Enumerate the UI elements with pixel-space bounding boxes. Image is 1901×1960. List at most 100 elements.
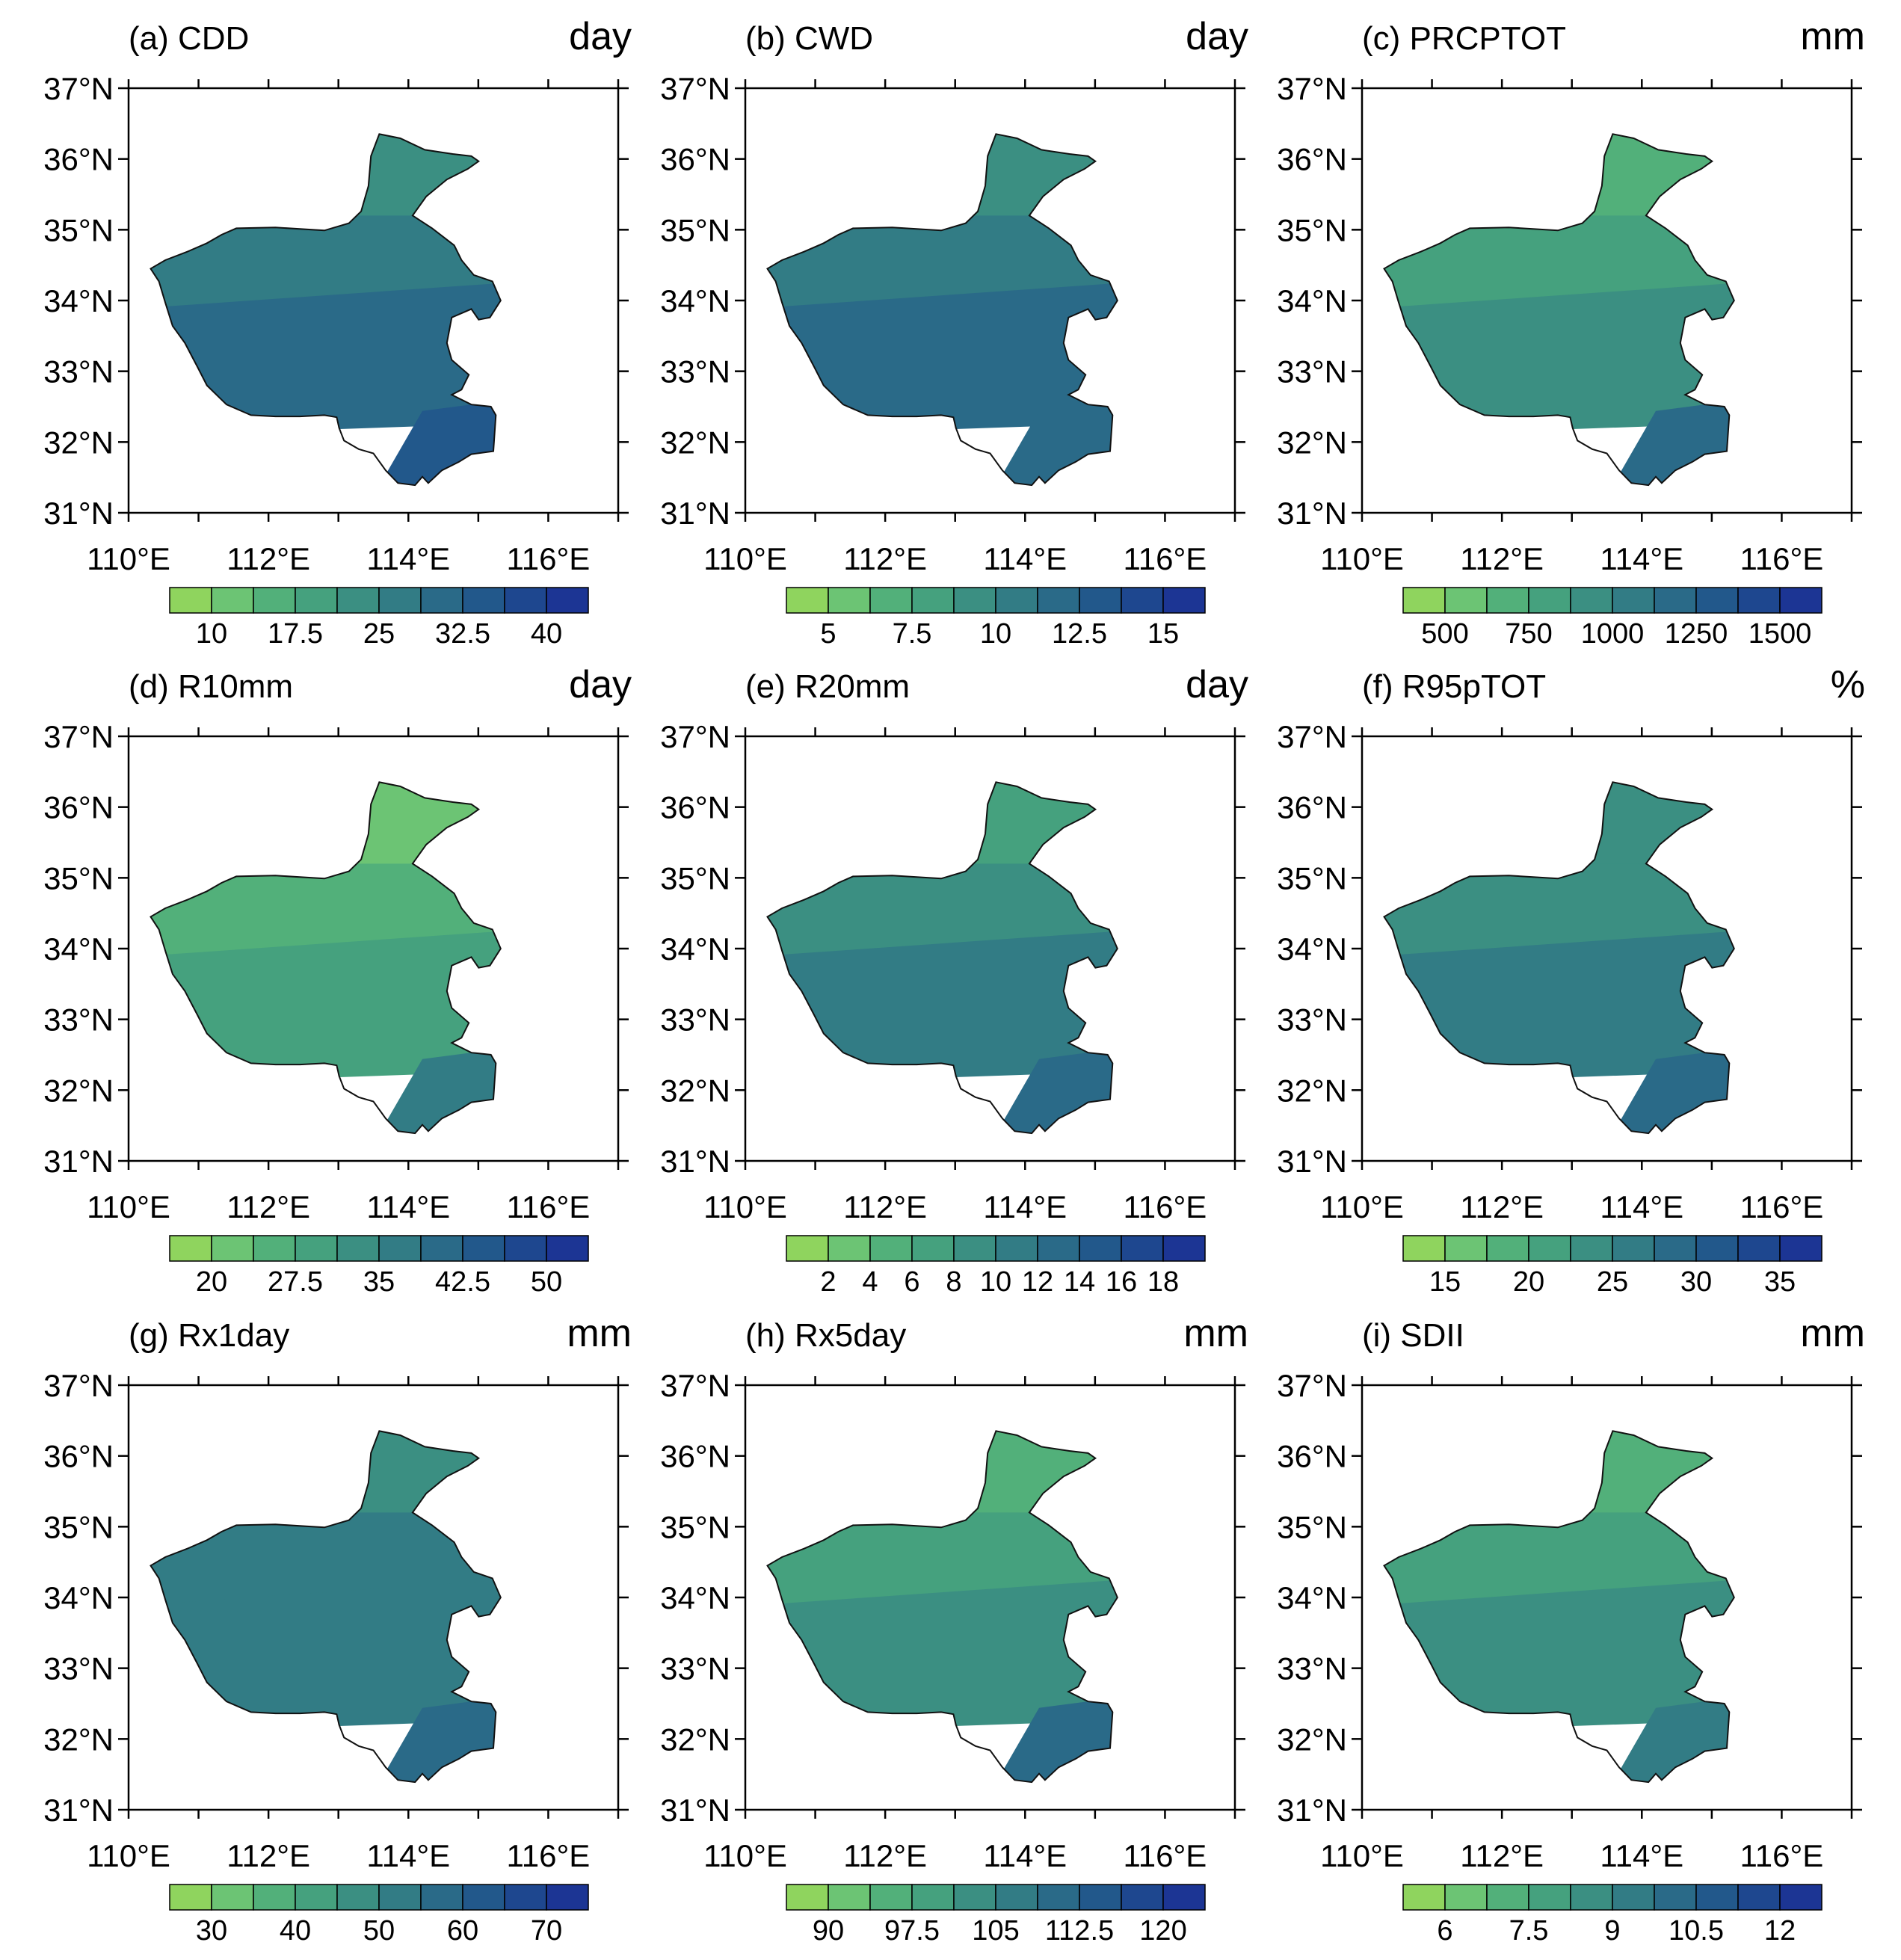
- colorbar-box: [953, 587, 996, 614]
- panel-d-zone: [150, 782, 501, 881]
- lat-tick-label: 36°N: [1277, 1439, 1347, 1474]
- colorbar-box: [953, 1235, 996, 1262]
- colorbar-box: [211, 1235, 254, 1262]
- colorbar-label: 35: [1764, 1266, 1796, 1298]
- panel-h-unit: mm: [1183, 1312, 1248, 1355]
- colorbar-label: 10: [980, 618, 1011, 650]
- lat-tick-label: 31°N: [1277, 1793, 1347, 1828]
- lon-tick-label: 114°E: [983, 1838, 1067, 1873]
- colorbar-box: [1121, 587, 1164, 614]
- lon-tick-label: 110°E: [1320, 541, 1404, 576]
- lat-tick-label: 34°N: [660, 283, 730, 318]
- colorbar-box: [504, 587, 547, 614]
- colorbar-box: [995, 587, 1038, 614]
- colorbar-box: [828, 1884, 871, 1911]
- colorbar-box: [869, 1235, 913, 1262]
- panel-i-unit: mm: [1800, 1312, 1865, 1355]
- lon-tick-label: 110°E: [87, 1838, 170, 1873]
- lat-tick-label: 37°N: [43, 719, 114, 754]
- panel-d-field: [150, 782, 501, 1134]
- colorbar-box: [1402, 1235, 1446, 1262]
- colorbar-box: [911, 1235, 955, 1262]
- colorbar-label: 27.5: [268, 1266, 323, 1298]
- colorbar-box: [1444, 587, 1488, 614]
- colorbar-box: [546, 1235, 589, 1262]
- lat-tick-label: 32°N: [1277, 425, 1347, 460]
- lon-tick-label: 114°E: [983, 541, 1067, 576]
- panel-e: (e) R20mm day 37°N 36°N 35°N 34°N 33°N 32°N 31°N…: [660, 663, 1248, 1298]
- colorbar-box: [336, 1884, 380, 1911]
- colorbar-box: [1162, 587, 1206, 614]
- lat-tick-label: 35°N: [660, 212, 730, 247]
- lat-tick-label: 37°N: [1277, 719, 1347, 754]
- colorbar-box: [1654, 587, 1697, 614]
- colorbar-label: 500: [1421, 618, 1468, 650]
- lat-tick-label: 37°N: [660, 719, 730, 754]
- lon-tick-label: 114°E: [366, 1189, 450, 1224]
- panel-d: (d) R10mm day 37°N 36°N 35°N 34°N 33°N 32°N 31°N…: [43, 663, 632, 1298]
- panel-h-colorbar: 90 97.5 105 112.5 120: [786, 1884, 1206, 1947]
- lon-tick-label: 112°E: [843, 541, 927, 576]
- lon-tick-label: 110°E: [87, 541, 170, 576]
- colorbar-box: [546, 587, 589, 614]
- colorbar-box: [1162, 1884, 1206, 1911]
- lon-tick-label: 116°E: [507, 541, 591, 576]
- colorbar-box: [1444, 1235, 1488, 1262]
- lat-tick-label: 36°N: [43, 1439, 114, 1474]
- colorbar-box: [378, 587, 422, 614]
- lat-tick-label: 35°N: [43, 860, 114, 896]
- panel-a-title: (a) CDD: [129, 20, 249, 57]
- panel-g-unit: mm: [567, 1312, 632, 1355]
- lat-tick-label: 37°N: [1277, 71, 1347, 106]
- panel-h-title: (h) Rx5day: [745, 1317, 906, 1354]
- colorbar-label: 50: [531, 1266, 562, 1298]
- lon-tick-label: 112°E: [1460, 1189, 1544, 1224]
- panel-f-field: [1384, 782, 1734, 1134]
- colorbar-label: 20: [196, 1266, 227, 1298]
- lat-tick-label: 34°N: [1277, 283, 1347, 318]
- panel-i-field: [1384, 1431, 1734, 1783]
- panel-b-colorbar: 5 7.5 10 12.5 15: [786, 587, 1206, 650]
- colorbar-box: [211, 587, 254, 614]
- colorbar-label: 40: [280, 1915, 311, 1947]
- colorbar-box: [1528, 1235, 1571, 1262]
- colorbar-box: [869, 1884, 913, 1911]
- colorbar-label: 40: [531, 618, 562, 650]
- colorbar-label: 10.5: [1669, 1915, 1724, 1947]
- panel-a-colorbar: 10 17.5 25 32.5 40: [169, 587, 589, 650]
- colorbar-label: 16: [1106, 1266, 1137, 1298]
- colorbar-box: [1654, 1235, 1697, 1262]
- lat-tick-label: 36°N: [660, 142, 730, 177]
- panel-d-colorbar: 20 27.5 35 42.5 50: [169, 1235, 589, 1298]
- colorbar-label: 15: [1429, 1266, 1461, 1298]
- lon-tick-label: 112°E: [227, 1189, 310, 1224]
- panel-h-field: [767, 1431, 1118, 1783]
- colorbar-box: [1486, 587, 1529, 614]
- panel-i-title: (i) SDII: [1362, 1317, 1464, 1354]
- lon-tick-label: 110°E: [1320, 1189, 1404, 1224]
- lat-tick-label: 32°N: [43, 425, 114, 460]
- colorbar-label: 70: [531, 1915, 562, 1947]
- colorbar-box: [1037, 1884, 1080, 1911]
- lat-tick-label: 35°N: [660, 860, 730, 896]
- panel-g-title: (g) Rx1day: [129, 1317, 289, 1354]
- colorbar-label: 10: [196, 618, 227, 650]
- lon-tick-label: 116°E: [507, 1189, 591, 1224]
- lon-tick-label: 114°E: [1600, 1189, 1683, 1224]
- colorbar-label: 1500: [1749, 618, 1812, 650]
- lat-tick-label: 36°N: [1277, 790, 1347, 825]
- lat-tick-label: 35°N: [660, 1509, 730, 1544]
- colorbar-box: [1695, 1235, 1739, 1262]
- lat-tick-label: 37°N: [660, 1368, 730, 1403]
- panel-f-zone: [1384, 782, 1734, 881]
- panel-f-unit: %: [1831, 663, 1865, 706]
- lat-tick-label: 37°N: [1277, 1368, 1347, 1403]
- colorbar-box: [295, 1884, 338, 1911]
- colorbar-box: [1162, 1235, 1206, 1262]
- panel-d-province-border: [150, 781, 502, 1135]
- panel-b-field: [767, 134, 1118, 486]
- colorbar-label: 105: [972, 1915, 1019, 1947]
- colorbar-box: [1037, 1235, 1080, 1262]
- colorbar-box: [169, 587, 212, 614]
- lat-tick-label: 36°N: [1277, 142, 1347, 177]
